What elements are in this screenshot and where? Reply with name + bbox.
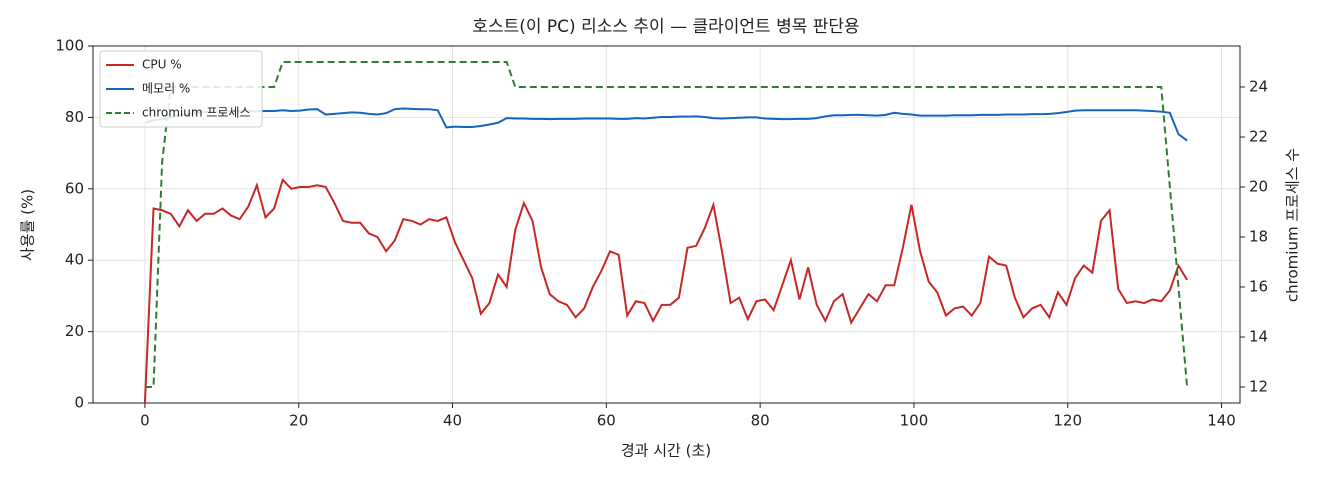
y-tick-label: 60: [65, 179, 84, 197]
y2-tick-label: 22: [1249, 128, 1268, 146]
y2-tick-label: 18: [1249, 228, 1268, 246]
y2-axis-label: chromium 프로세스 수: [1284, 148, 1302, 302]
plot-frame: [92, 45, 1241, 404]
y-tick-label: 100: [55, 37, 84, 55]
x-tick-label: 80: [751, 412, 770, 430]
y2-tick-label: 20: [1249, 178, 1268, 196]
legend-label: CPU %: [142, 58, 182, 72]
x-tick-label: 140: [1207, 412, 1236, 430]
y2-tick-label: 14: [1249, 328, 1268, 346]
y2-tick-label: 24: [1249, 78, 1268, 96]
y-axis-label: 사용률 (%): [19, 189, 37, 261]
x-tick-label: 100: [900, 412, 929, 430]
x-tick-label: 60: [597, 412, 616, 430]
y-tick-label: 80: [65, 108, 84, 126]
x-axis-label: 경과 시간 (초): [621, 442, 711, 460]
line: [144, 61, 1189, 388]
x-tick-label: 40: [443, 412, 462, 430]
line: [143, 177, 1188, 404]
y2-tick-label: 16: [1249, 278, 1268, 296]
x-tick-label: 0: [140, 412, 150, 430]
y-tick-label: 40: [65, 251, 84, 269]
line: [144, 107, 1188, 142]
y-tick-label: 0: [74, 394, 84, 412]
y-tick-label: 20: [65, 322, 84, 340]
y2-tick-label: 12: [1249, 378, 1268, 396]
legend-label: 메모리 %: [142, 82, 190, 96]
legend-box: [99, 50, 263, 128]
legend-label: chromium 프로세스: [142, 106, 251, 120]
x-tick-label: 120: [1053, 412, 1082, 430]
chart-title: 호스트(이 PC) 리소스 추이 — 클라이언트 병목 판단용: [472, 17, 859, 37]
x-tick-label: 20: [289, 412, 308, 430]
